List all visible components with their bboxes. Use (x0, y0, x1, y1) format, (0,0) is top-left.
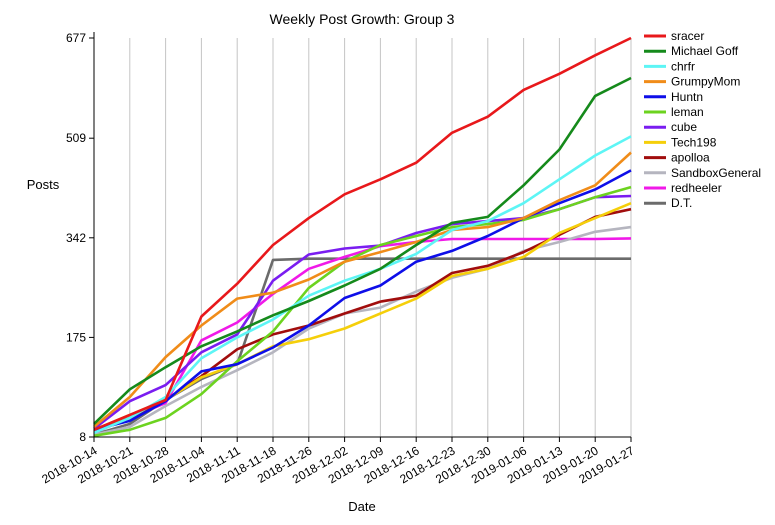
series-line-leman (93, 185, 632, 438)
chart-title: Weekly Post Growth: Group 3 (270, 11, 455, 27)
series-line-apolloa (93, 207, 632, 432)
y-tick-label: 342 (66, 231, 86, 245)
legend-label: Huntn (671, 90, 703, 104)
legend-label: chrfr (671, 59, 695, 73)
series-line-tech198 (93, 201, 632, 432)
series-line-d-t- (93, 257, 631, 436)
y-tick-label: 175 (66, 330, 86, 344)
legend-label: D.T. (671, 196, 692, 210)
y-tick-label: 677 (66, 31, 86, 45)
legend-label: SandboxGeneral (671, 166, 761, 180)
series-line-grumpymom (93, 151, 632, 428)
legend-label: sracer (671, 29, 704, 43)
series-line-chrfr (93, 135, 632, 435)
legend-label: Michael Goff (671, 44, 739, 58)
y-tick-label: 509 (66, 131, 86, 145)
legend-label: leman (671, 105, 704, 119)
y-tick-label: 8 (79, 430, 86, 444)
series-line-sracer (93, 36, 632, 432)
series-layer (93, 36, 632, 438)
x-axis-label: Date (348, 499, 375, 514)
series-line-redheeler (93, 237, 632, 435)
legend-label: apolloa (671, 151, 710, 165)
axes (89, 32, 632, 442)
legend-label: Tech198 (671, 135, 717, 149)
legend-label: GrumpyMom (671, 75, 740, 89)
legend-label: redheeler (671, 181, 722, 195)
legend-label: cube (671, 120, 697, 134)
series-line-huntn (93, 169, 632, 432)
y-axis-label: Posts (27, 177, 60, 192)
gridlines (93, 38, 632, 437)
